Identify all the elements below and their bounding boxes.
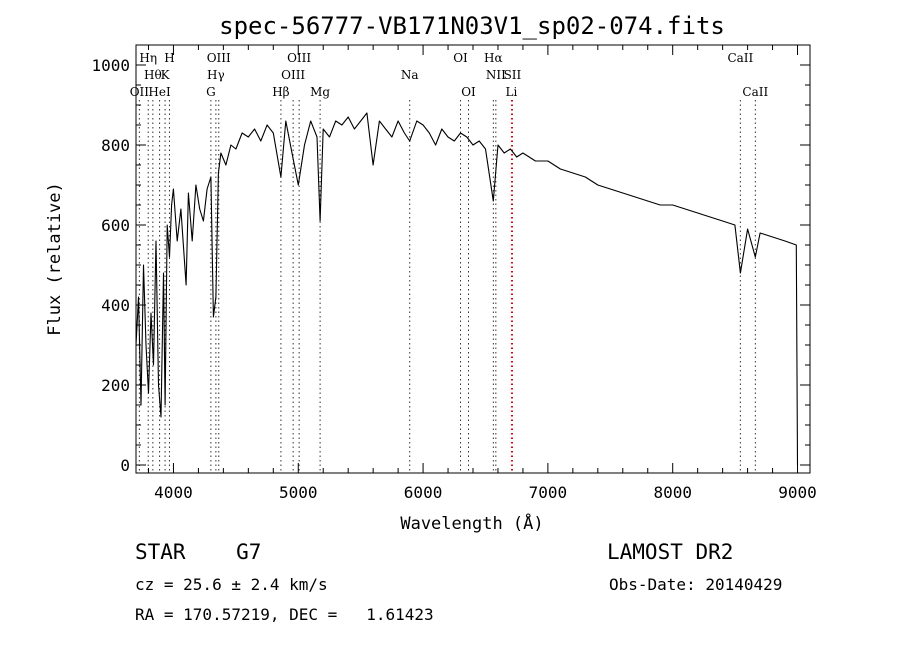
x-tick-label-6000: 6000	[404, 483, 443, 502]
x-tick-label-9000: 9000	[778, 483, 817, 502]
line-marker-label-15: OI	[461, 85, 476, 99]
line-marker-label-3: HeI	[148, 85, 171, 99]
object-class: STAR G7	[135, 540, 262, 564]
y-tick-label-200: 200	[101, 376, 130, 395]
line-marker-label-2: Hθ	[144, 68, 162, 82]
line-marker-label-17: NII	[486, 68, 506, 82]
x-axis-label: Wavelength (Å)	[400, 512, 543, 534]
line-marker-label-12: Mg	[310, 85, 330, 99]
survey-name: LAMOST DR2	[607, 540, 734, 564]
spectrum-series	[135, 112, 799, 466]
y-tick-label-1000: 1000	[91, 56, 130, 75]
observation-date: Obs-Date: 20140429	[609, 575, 783, 594]
y-tick-label-800: 800	[101, 136, 130, 155]
line-marker-label-0: OII	[130, 85, 150, 99]
line-marker-label-20: CaII	[727, 51, 753, 65]
line-marker-label-18: SII	[504, 68, 522, 82]
y-tick-label-400: 400	[101, 296, 130, 315]
y-axis: 0 200 400 600 800 1000	[91, 56, 810, 475]
x-tick-label-8000: 8000	[653, 483, 692, 502]
chart-title: spec-56777-VB171N03V1_sp02-074.fits	[219, 12, 725, 40]
x-tick-label-4000: 4000	[154, 483, 193, 502]
line-marker-label-19: Li	[506, 85, 518, 99]
line-marker-label-13: Na	[401, 68, 419, 82]
line-marker-label-8: OIII	[207, 51, 231, 65]
y-axis-label: Flux (relative)	[45, 182, 65, 336]
line-marker-label-21: CaII	[742, 85, 768, 99]
x-tick-label-7000: 7000	[529, 483, 568, 502]
line-marker-label-5: H	[164, 51, 174, 65]
line-marker-label-1: Hη	[139, 51, 157, 65]
line-markers: OII Hη Hθ HeI KH G Hγ OIII Hβ OIII OIII Mg Na OI OI Hα N…	[130, 51, 768, 473]
plot-frame	[135, 44, 811, 474]
line-marker-label-4: K	[161, 68, 171, 82]
ra-dec: RA = 170.57219, DEC = 1.61423	[135, 605, 434, 624]
line-marker-label-11: OIII	[287, 51, 311, 65]
line-marker-label-7: Hγ	[207, 68, 225, 82]
spectrum-line	[135, 112, 799, 466]
line-marker-label-6: G	[206, 85, 216, 99]
x-axis: 4000 5000 6000 7000 8000 9000	[147, 45, 817, 502]
x-tick-label-5000: 5000	[279, 483, 318, 502]
y-tick-label-0: 0	[120, 456, 130, 475]
y-tick-label-600: 600	[101, 216, 130, 235]
redshift-cz: cz = 25.6 ± 2.4 km/s	[135, 575, 328, 594]
line-marker-label-9: Hβ	[272, 85, 289, 99]
line-marker-label-10: OIII	[281, 68, 305, 82]
line-marker-label-16: Hα	[484, 51, 503, 65]
line-marker-label-14: OI	[453, 51, 468, 65]
